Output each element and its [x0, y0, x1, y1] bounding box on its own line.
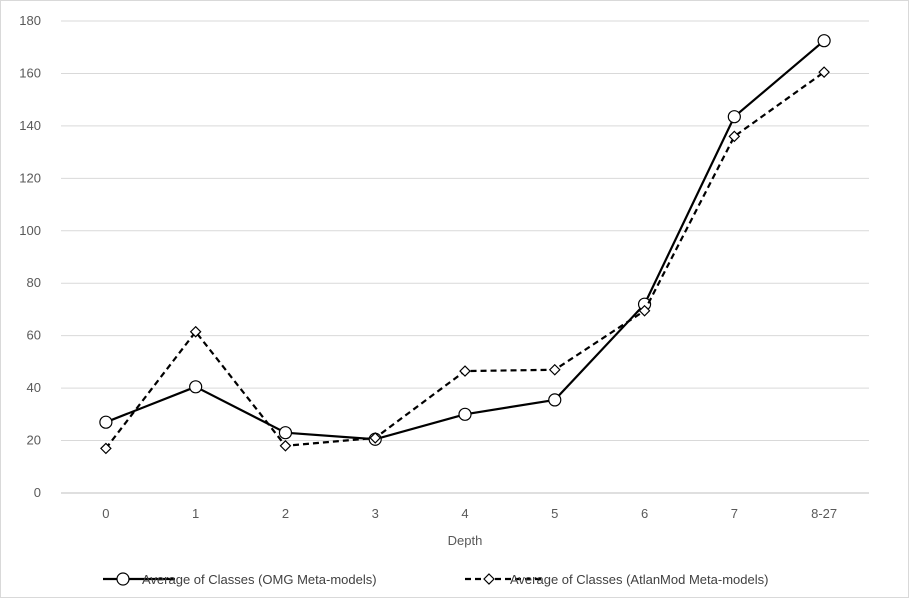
legend-label: Average of Classes (AtlanMod Meta-models… — [510, 572, 768, 587]
x-tick-label: 2 — [282, 506, 289, 521]
x-axis-ticks: 0 1 2 3 4 5 6 7 8-27 — [102, 506, 837, 521]
x-tick-label: 3 — [372, 506, 379, 521]
series-omg — [99, 34, 831, 446]
legend-item: Average of Classes (AtlanMod Meta-models… — [465, 572, 768, 587]
y-tick-label: 80 — [27, 275, 41, 290]
data-point-circle — [727, 110, 741, 124]
data-point-diamond — [728, 130, 741, 143]
series-lines — [99, 34, 831, 455]
data-point-diamond — [818, 66, 830, 78]
gridlines — [61, 20, 869, 494]
data-point-circle — [458, 407, 472, 421]
x-tick-label: 1 — [192, 506, 199, 521]
data-point-circle — [278, 426, 293, 440]
legend: Average of Classes (OMG Meta-models) Aver… — [103, 572, 768, 587]
y-tick-label: 40 — [27, 380, 41, 395]
x-tick-label: 6 — [641, 506, 648, 521]
data-point-circle — [548, 393, 562, 407]
data-point-diamond — [369, 432, 382, 444]
data-point-circle — [817, 34, 831, 48]
series-line — [105, 71, 825, 450]
legend-label: Average of Classes (OMG Meta-models) — [142, 572, 377, 587]
data-point-diamond — [459, 365, 471, 377]
series-line — [105, 39, 825, 441]
y-tick-label: 60 — [27, 328, 41, 343]
legend-marker — [483, 573, 495, 585]
y-axis-ticks: 0 20 40 60 80 100 120 140 160 180 — [19, 13, 41, 500]
y-tick-label: 180 — [19, 13, 41, 28]
legend-item: Average of Classes (OMG Meta-models) — [103, 572, 377, 587]
y-tick-label: 140 — [19, 118, 41, 133]
data-point-diamond — [100, 442, 112, 455]
data-point-diamond — [638, 304, 651, 317]
y-tick-label: 100 — [19, 223, 41, 238]
x-tick-label: 0 — [102, 506, 109, 521]
data-point-diamond — [279, 439, 292, 452]
y-tick-label: 0 — [34, 485, 41, 500]
y-tick-label: 20 — [27, 433, 41, 448]
legend-marker — [116, 572, 130, 586]
y-tick-label: 120 — [19, 170, 41, 185]
data-point-diamond — [189, 325, 202, 338]
x-axis-title: Depth — [448, 533, 483, 548]
x-tick-label: 4 — [461, 506, 468, 521]
y-tick-label: 160 — [19, 65, 41, 80]
data-point-diamond — [548, 363, 561, 376]
data-point-circle — [99, 415, 113, 429]
series-atlanmod — [100, 66, 830, 455]
x-tick-label: 5 — [551, 506, 558, 521]
x-tick-label: 8-27 — [811, 506, 837, 521]
data-point-circle — [189, 380, 203, 394]
x-tick-label: 7 — [731, 506, 738, 521]
